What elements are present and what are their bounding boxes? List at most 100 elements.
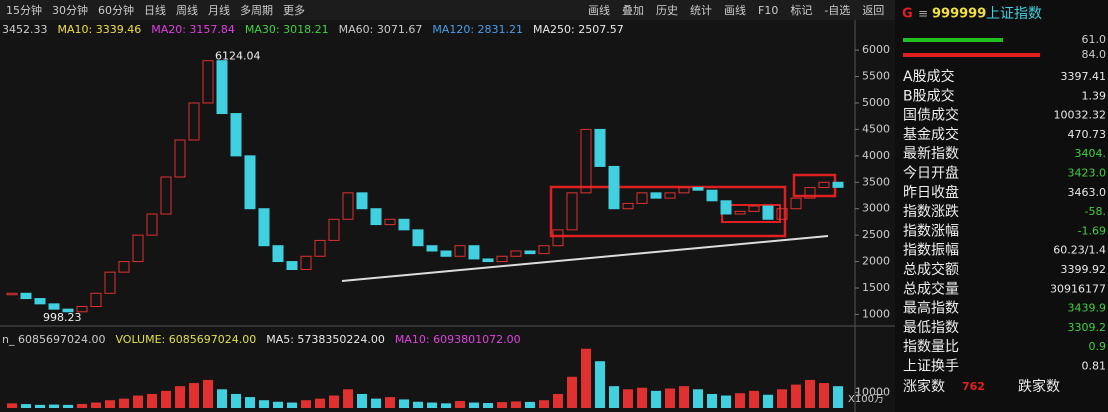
- y-tick-label: 2500: [862, 228, 890, 241]
- row-label: 国债成交: [903, 107, 959, 124]
- candle: [426, 245, 438, 252]
- row-value: 470.73: [1068, 128, 1107, 141]
- volume-bar: [707, 393, 717, 408]
- volume-bar: [679, 386, 689, 408]
- volume-bar: [77, 403, 87, 408]
- toolbar-button[interactable]: 60分钟: [98, 3, 134, 17]
- toolbar-button[interactable]: 日线: [144, 3, 166, 17]
- toolbar-button[interactable]: F10: [758, 4, 778, 17]
- candle: [496, 255, 508, 263]
- toolbar-button[interactable]: 标记: [790, 3, 812, 17]
- volume-bar: [343, 389, 353, 408]
- legend-entry: MA250: 2507.57: [533, 23, 624, 36]
- toolbar-button[interactable]: 画线: [724, 3, 746, 17]
- candle: [384, 218, 396, 226]
- candle: [272, 245, 284, 263]
- volume-bar: [693, 389, 703, 408]
- candle: [804, 187, 816, 199]
- toolbar-button[interactable]: -自选: [824, 4, 850, 17]
- row-value: 60.23/1.4: [1053, 244, 1106, 257]
- row-value: 3397.41: [1061, 70, 1107, 83]
- row-value: -58.: [1085, 205, 1106, 218]
- panel-bg: [895, 0, 1108, 412]
- candle: [832, 181, 844, 188]
- volume-bar: [553, 393, 563, 408]
- toolbar-button[interactable]: 30分钟: [52, 3, 88, 17]
- volume-bar: [763, 394, 773, 408]
- candle: [776, 208, 788, 220]
- candle: [160, 176, 172, 215]
- toolbar-button[interactable]: 统计: [690, 4, 712, 17]
- volume-bar: [63, 404, 73, 408]
- row-label: 总成交额: [903, 261, 959, 278]
- candle: [706, 189, 718, 202]
- candle: [482, 258, 494, 263]
- row-value: 3309.2: [1068, 321, 1107, 334]
- volume-bar: [721, 395, 731, 408]
- legend-entry: MA60: 3071.67: [339, 23, 423, 36]
- volume-bar: [259, 400, 269, 408]
- ratio-value: 61.0: [1082, 33, 1107, 46]
- volume-bar: [217, 389, 227, 408]
- candle: [174, 139, 186, 178]
- volume-bar: [581, 348, 591, 408]
- toolbar-button[interactable]: 画线: [588, 3, 610, 17]
- candle: [342, 192, 354, 220]
- toolbar-button[interactable]: 多周期: [240, 3, 273, 17]
- row-label: 最低指数: [903, 320, 959, 336]
- toolbar-button[interactable]: 15分钟: [6, 3, 42, 17]
- toolbar-button[interactable]: 返回: [862, 4, 884, 17]
- toolbar-button[interactable]: 更多: [283, 3, 305, 17]
- footer-count: 762: [962, 380, 985, 393]
- legend-entry: MA5: 5738350224.00: [266, 333, 385, 346]
- toolbar-button[interactable]: 叠加: [622, 4, 644, 17]
- y-tick-label: 1000: [862, 307, 890, 320]
- trend-line: [341, 235, 829, 282]
- toolbar-button[interactable]: 月线: [208, 3, 230, 17]
- toolbar-button[interactable]: 周线: [176, 3, 198, 17]
- candle: [188, 102, 200, 141]
- candle: [664, 192, 676, 199]
- candle: [552, 229, 564, 247]
- row-value: 3399.92: [1061, 263, 1107, 276]
- candle: [650, 192, 662, 199]
- candle: [748, 205, 760, 212]
- row-value: 3439.9: [1068, 302, 1107, 315]
- row-label: 最新指数: [903, 146, 959, 162]
- volume-bar: [791, 384, 801, 408]
- volume-bar: [357, 393, 367, 408]
- volume-bar: [105, 400, 115, 408]
- toolbar-button[interactable]: 历史: [656, 4, 678, 17]
- panel-code: 999999: [932, 7, 986, 22]
- candle: [440, 250, 452, 257]
- candle: [580, 128, 592, 194]
- candle: [398, 218, 410, 231]
- volume-bar: [441, 403, 451, 408]
- row-value: 3463.0: [1068, 186, 1107, 199]
- volume-bar: [231, 393, 241, 408]
- volume-bar: [623, 389, 633, 408]
- volume-bar: [413, 401, 423, 408]
- candle: [636, 192, 648, 204]
- candle: [34, 298, 46, 305]
- volume-bar: [833, 386, 843, 408]
- candle: [566, 192, 578, 231]
- candle: [216, 60, 228, 115]
- footer-label: 涨家数: [903, 378, 945, 395]
- row-label: 指数振幅: [903, 243, 959, 259]
- candle: [678, 187, 690, 194]
- candle: [762, 205, 774, 220]
- annotation: 998.23: [43, 311, 82, 324]
- volume-bar: [637, 387, 647, 408]
- volume-bar: [203, 379, 213, 408]
- candle: [692, 187, 704, 191]
- volume-bar: [427, 402, 437, 408]
- legend-entry: MA10: 6093801072.00: [395, 333, 521, 346]
- volume-bar: [133, 395, 143, 408]
- volume-bar: [525, 401, 535, 408]
- candle: [454, 245, 466, 257]
- candle: [356, 192, 368, 210]
- volume-bar: [399, 399, 409, 408]
- volume-bar: [385, 397, 395, 408]
